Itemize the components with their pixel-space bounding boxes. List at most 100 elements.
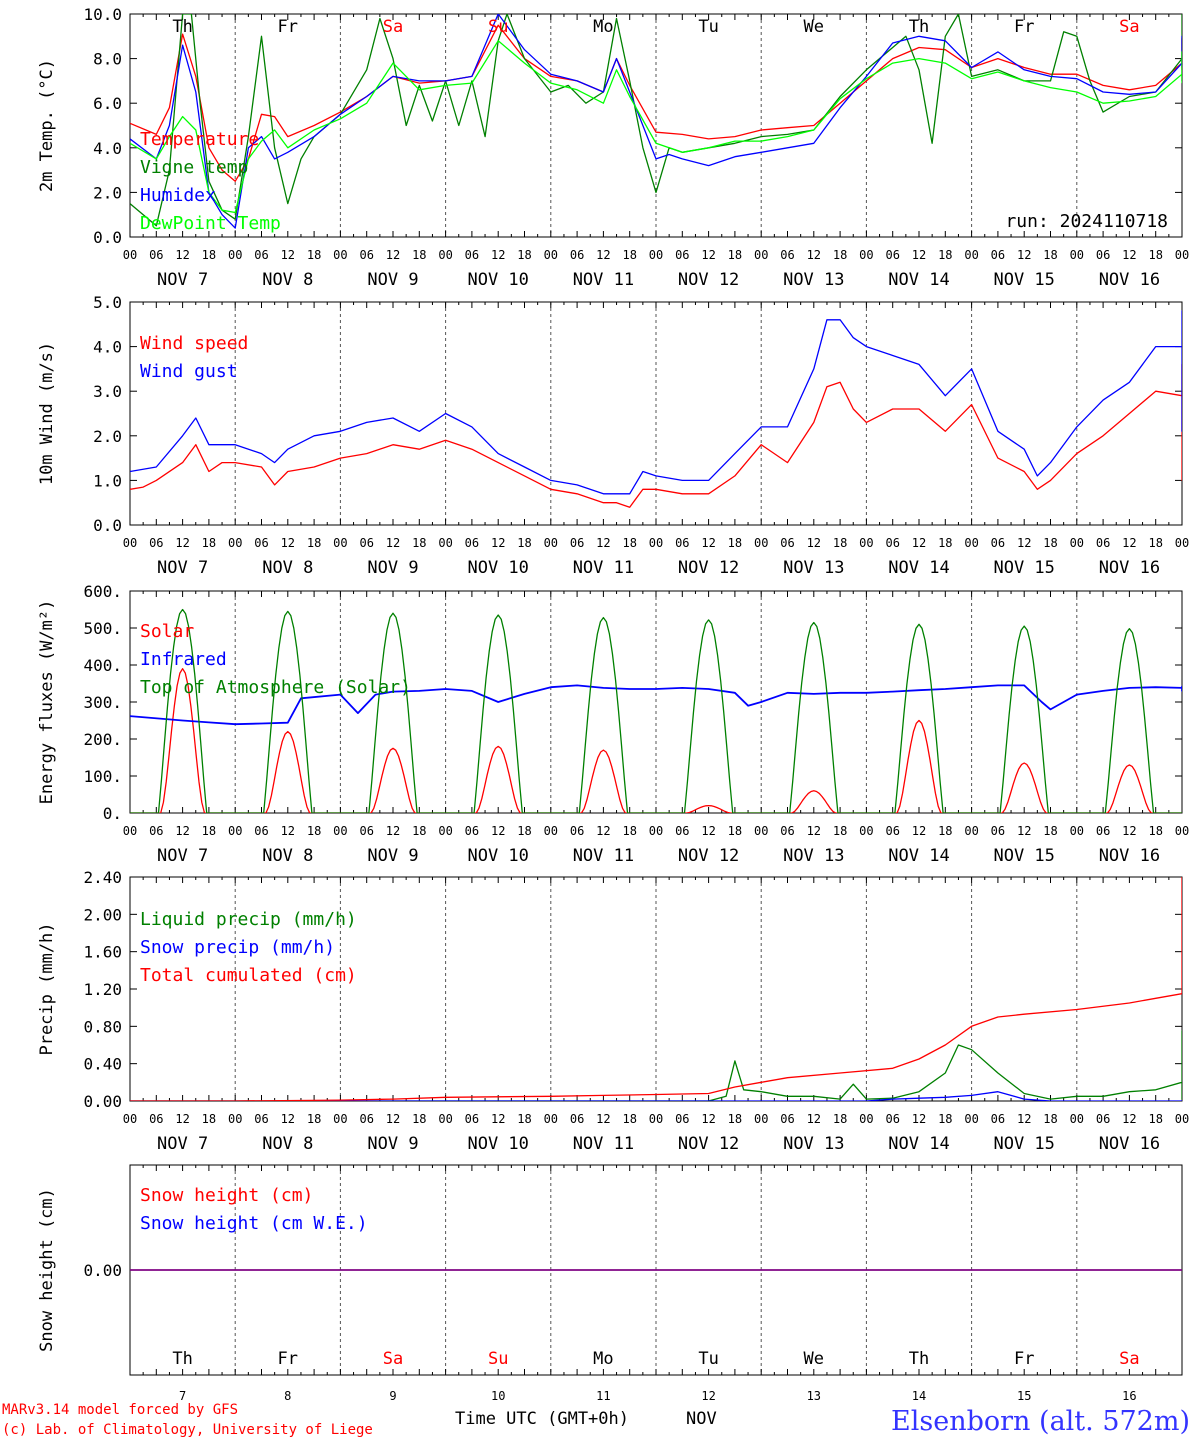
weekday-label: Mo	[593, 1349, 613, 1369]
y-tick-label: 1.60	[83, 943, 122, 962]
hour-tick-label: 06	[570, 824, 584, 838]
hour-tick-label: 18	[517, 1112, 531, 1126]
hour-tick-label: 00	[754, 1112, 768, 1126]
hour-tick-label: 00	[123, 824, 137, 838]
legend-entry: Wind speed	[140, 333, 248, 354]
hour-tick-label: 06	[885, 248, 899, 262]
hour-tick-label: 00	[1175, 536, 1189, 550]
hour-tick-label: 06	[675, 248, 689, 262]
series-line-4	[130, 40, 1182, 214]
legend-entry: DewPoint Temp	[140, 213, 281, 234]
hour-tick-label: 00	[754, 824, 768, 838]
panel-frame	[129, 301, 1183, 526]
series-line-1	[130, 363, 1182, 508]
hour-tick-label: 06	[149, 824, 163, 838]
date-label: NOV 14	[888, 270, 949, 290]
hour-tick-label: 12	[281, 536, 295, 550]
date-label: NOV 11	[573, 270, 634, 290]
hour-tick-label: 18	[517, 824, 531, 838]
hour-tick-label: 12	[281, 248, 295, 262]
weekday-label: Sa	[1119, 17, 1139, 37]
y-tick-label: 3.0	[93, 382, 122, 401]
hour-tick-label: 00	[123, 536, 137, 550]
hour-tick-label: 00	[544, 1112, 558, 1126]
hour-tick-label: 06	[885, 536, 899, 550]
hour-tick-label: 00	[1070, 1112, 1084, 1126]
hour-tick-label: 12	[1017, 1112, 1031, 1126]
hour-tick-label: 06	[149, 1112, 163, 1126]
date-label: NOV 7	[157, 270, 208, 290]
y-tick-label: 10.0	[83, 5, 122, 24]
hour-tick-label: 00	[1175, 1112, 1189, 1126]
y-tick-label: 8.0	[93, 50, 122, 69]
hour-tick-label: 00	[1175, 824, 1189, 838]
hour-tick-label: 12	[386, 1112, 400, 1126]
series-group	[130, 310, 1182, 508]
hour-tick-label: 00	[228, 1112, 242, 1126]
legend-entry: Total cumulated (cm)	[140, 965, 357, 986]
date-label: NOV 11	[573, 846, 634, 866]
hour-tick-label: 18	[728, 824, 742, 838]
hour-tick-label: 00	[1070, 248, 1084, 262]
hour-tick-label: 00	[544, 248, 558, 262]
hour-tick-label: 00	[964, 824, 978, 838]
hour-tick-label: 18	[412, 824, 426, 838]
hour-tick-label: 06	[885, 824, 899, 838]
hour-tick-label: 00	[1175, 248, 1189, 262]
hour-tick-label: 18	[622, 1112, 636, 1126]
date-label: NOV 10	[467, 270, 528, 290]
date-label: NOV 13	[783, 270, 844, 290]
date-label: NOV 15	[993, 846, 1054, 866]
hour-tick-label: 18	[833, 248, 847, 262]
date-label: NOV 8	[262, 1134, 313, 1154]
series-line-2	[130, 1091, 1182, 1101]
y-tick-label: 0.40	[83, 1055, 122, 1074]
hour-tick-label: 12	[175, 1112, 189, 1126]
hour-tick-label: 12	[596, 248, 610, 262]
hour-tick-label: 12	[701, 1112, 715, 1126]
weekday-label: Sa	[1119, 1349, 1139, 1369]
lab-credit-line: (c) Lab. of Climatology, University of L…	[2, 1422, 373, 1438]
legend-entry: Liquid precip (mm/h)	[140, 909, 357, 930]
hour-tick-label: 06	[570, 248, 584, 262]
hour-tick-label: 06	[570, 1112, 584, 1126]
date-label: NOV 10	[467, 1134, 528, 1154]
day-number-label: 10	[491, 1389, 505, 1403]
date-label: NOV 10	[467, 558, 528, 578]
hour-tick-label: 18	[307, 536, 321, 550]
series-line-3	[130, 14, 1182, 229]
hour-tick-label: 18	[938, 536, 952, 550]
hour-tick-label: 12	[491, 1112, 505, 1126]
panel-5: 0.00 Snow height (cm) Snow height (cm) Snow…	[37, 1164, 1183, 1403]
hour-tick-label: 12	[807, 248, 821, 262]
hour-tick-label: 12	[807, 536, 821, 550]
y-tick-label: 2.0	[93, 427, 122, 446]
hour-tick-label: 06	[254, 824, 268, 838]
date-label: NOV 13	[783, 1134, 844, 1154]
hour-tick-label: 12	[807, 824, 821, 838]
hour-tick-label: 00	[228, 248, 242, 262]
date-label: NOV 9	[367, 846, 418, 866]
hour-tick-label: 06	[780, 1112, 794, 1126]
hour-tick-label: 18	[1043, 536, 1057, 550]
hour-tick-label: 18	[412, 248, 426, 262]
hour-tick-label: 06	[254, 248, 268, 262]
y-tick-label: 300.	[83, 693, 122, 712]
hour-tick-label: 18	[307, 248, 321, 262]
y-tick-label: 0.00	[83, 1261, 122, 1280]
legend-entry: Snow height (cm W.E.)	[140, 1213, 368, 1234]
y-tick-label: 0.0	[93, 228, 122, 247]
hour-tick-label: 00	[649, 824, 663, 838]
date-label: NOV 7	[157, 846, 208, 866]
date-label: NOV 10	[467, 846, 528, 866]
date-label: NOV 9	[367, 270, 418, 290]
hour-tick-label: 06	[254, 1112, 268, 1126]
legend-entry: Solar	[140, 621, 194, 642]
date-label: NOV 7	[157, 558, 208, 578]
hour-tick-label: 18	[938, 1112, 952, 1126]
hour-tick-label: 12	[1122, 824, 1136, 838]
y-axis-title: 10m Wind (m/s)	[37, 342, 57, 485]
date-label: NOV 9	[367, 558, 418, 578]
hour-tick-label: 00	[649, 1112, 663, 1126]
day-number-label: 16	[1122, 1389, 1136, 1403]
